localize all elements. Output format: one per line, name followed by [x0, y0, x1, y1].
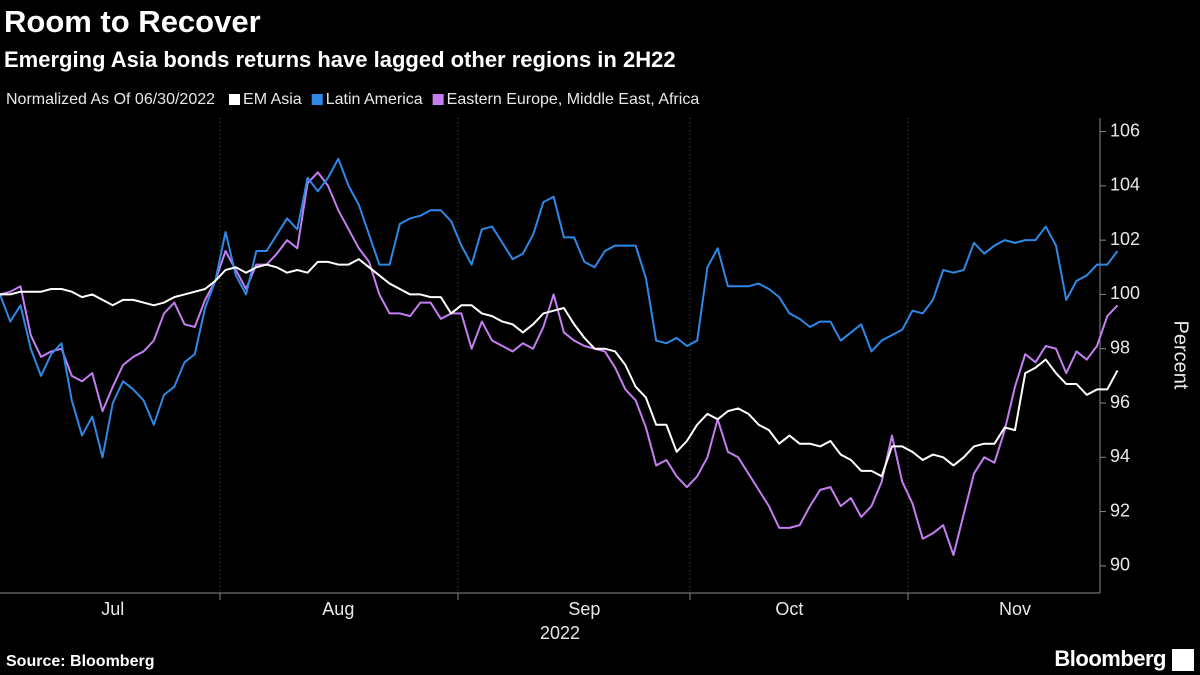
y-tick-label: 104 — [1110, 175, 1140, 195]
x-tick-label: Aug — [322, 599, 354, 619]
legend-swatch — [432, 94, 444, 105]
chart-title: Room to Recover — [4, 4, 261, 39]
y-tick-label: 106 — [1110, 120, 1140, 140]
month-separators — [219, 118, 909, 593]
legend-swatch — [229, 94, 241, 105]
legend-title: Normalized As Of 06/30/2022 — [6, 91, 215, 108]
series-line — [0, 258, 1119, 478]
y-tick-label: 102 — [1110, 229, 1140, 249]
chart-subtitle: Emerging Asia bonds returns have lagged … — [4, 47, 676, 72]
x-tick-label: Nov — [999, 599, 1031, 619]
legend-label: Latin America — [326, 91, 423, 108]
legend-label: Eastern Europe, Middle East, Africa — [447, 91, 700, 108]
source: Source: Bloomberg — [6, 653, 154, 670]
x-axis-title: 2022 — [540, 623, 580, 643]
axes — [0, 118, 1101, 600]
y-tick-label: 100 — [1110, 283, 1140, 303]
legend-label: EM Asia — [243, 91, 302, 108]
y-axis-title: Percent — [1170, 321, 1192, 390]
series-line — [0, 157, 1119, 459]
y-tick-label: 96 — [1110, 392, 1130, 412]
x-tick-label: Sep — [568, 599, 600, 619]
x-tick-label: Oct — [775, 599, 803, 619]
y-tick-label: 90 — [1110, 555, 1130, 575]
legend: Normalized As Of 06/30/2022 EM Asia Latin… — [6, 91, 699, 108]
y-tick-label: 98 — [1110, 337, 1130, 357]
y-tick-label: 92 — [1110, 500, 1130, 520]
legend-swatch — [311, 94, 323, 105]
brand: Bloomberg — [1054, 646, 1166, 671]
y-tick-label: 94 — [1110, 446, 1130, 466]
brand-icon — [1172, 649, 1194, 671]
series-line — [0, 171, 1119, 556]
x-tick-label: Jul — [101, 599, 124, 619]
